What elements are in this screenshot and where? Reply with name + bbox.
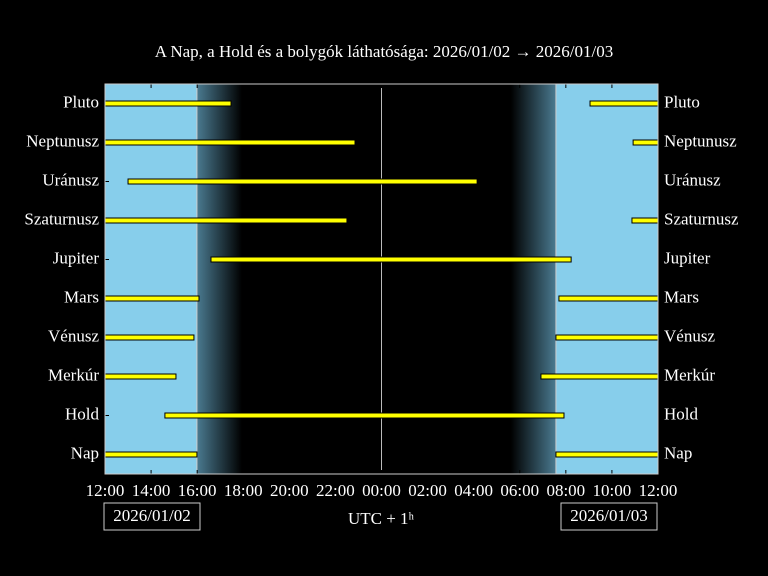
body-label-right: Mars [664,287,699,306]
body-label-right: Nap [664,443,692,462]
visibility-bar [104,451,198,458]
date-box [103,502,201,531]
body-label-left: Szaturnusz [24,209,99,228]
visibility-bar [164,412,565,419]
body-label-right: Jupiter [664,248,711,267]
x-tick-label: 14:00 [132,481,171,500]
x-tick-label: 12:00 [639,481,678,500]
x-tick-label: 06:00 [500,481,539,500]
dusk [196,84,242,474]
date-box [560,502,658,531]
visibility-bar [589,100,659,107]
x-axis-label: UTC + 1ʰ [348,509,415,528]
visibility-bar [104,295,200,302]
visibility-bar [555,334,659,341]
visibility-bar [632,139,659,146]
x-tick-label: 04:00 [454,481,493,500]
visibility-bar [104,100,232,107]
body-label-right: Neptunusz [664,131,737,150]
x-tick-label: 12:00 [86,481,125,500]
body-label-right: Szaturnusz [664,209,739,228]
visibility-bar [104,139,356,146]
body-label-left: Uránusz [42,170,99,189]
body-label-left: Hold [65,404,100,423]
plot-frame [104,83,659,475]
night-sky [196,84,556,474]
visibility-bar [555,451,659,458]
body-label-left: Neptunusz [26,131,99,150]
x-tick-label: 20:00 [270,481,309,500]
visibility-bar [127,178,478,185]
visibility-bar [540,373,659,380]
visibility-bar [210,256,572,263]
chart-title: A Nap, a Hold és a bolygók láthatósága: … [155,42,613,61]
body-label-right: Hold [664,404,699,423]
body-label-left: Nap [71,443,99,462]
visibility-bar [104,373,177,380]
date-label: 2026/01/03 [570,506,647,525]
x-tick-label: 10:00 [593,481,632,500]
visibility-bar [104,217,348,224]
visibility-bar [558,295,659,302]
x-tick-label: 02:00 [408,481,447,500]
body-label-right: Vénusz [664,326,715,345]
x-tick-label: 16:00 [178,481,217,500]
body-label-right: Merkúr [664,365,715,384]
body-label-right: Uránusz [664,170,721,189]
visibility-bar [104,334,195,341]
x-tick-label: 22:00 [316,481,355,500]
date-label: 2026/01/02 [113,506,190,525]
dawn [510,84,556,474]
body-label-right: Pluto [664,92,700,111]
x-tick-label: 00:00 [362,481,401,500]
visibility-bar [631,217,659,224]
body-label-left: Vénusz [48,326,99,345]
body-label-left: Mars [64,287,99,306]
body-label-left: Pluto [63,92,99,111]
body-label-left: Jupiter [53,248,100,267]
x-tick-label: 18:00 [224,481,263,500]
x-tick-label: 08:00 [546,481,585,500]
body-label-left: Merkúr [48,365,99,384]
